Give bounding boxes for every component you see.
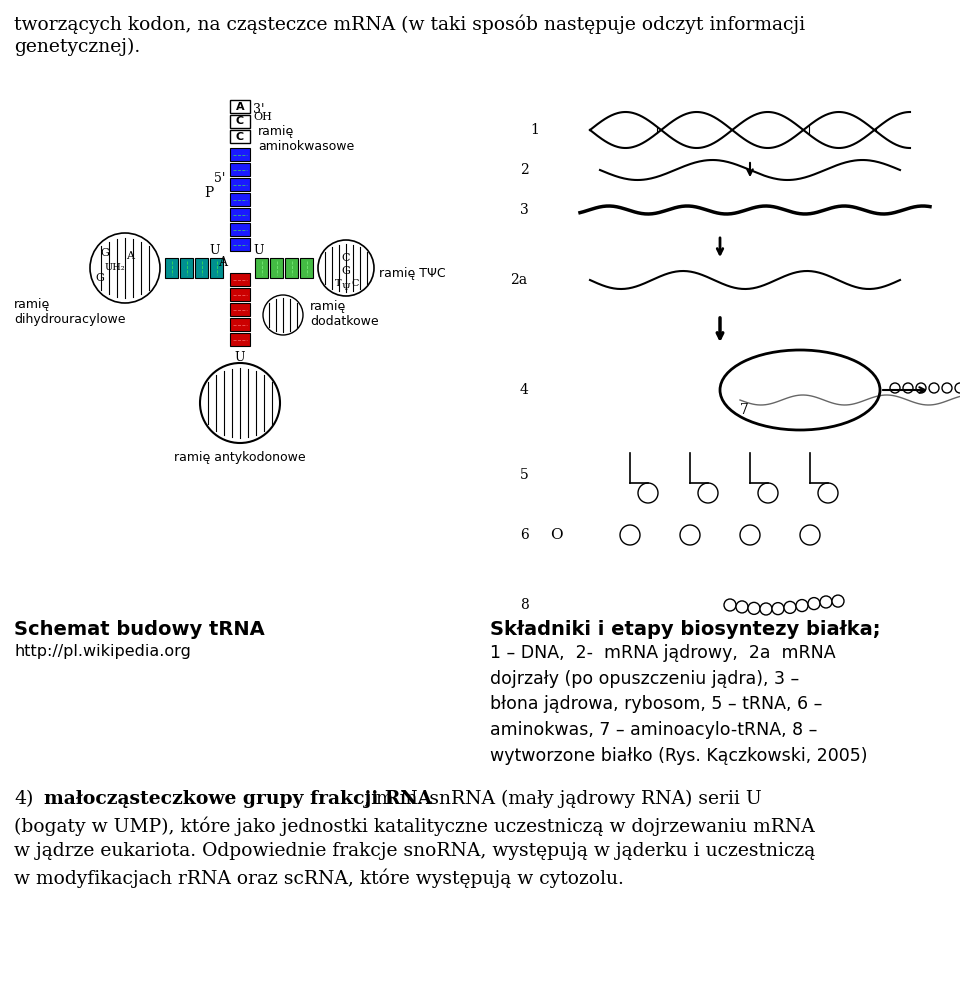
Circle shape (698, 483, 718, 503)
Circle shape (955, 383, 960, 393)
Circle shape (318, 240, 374, 296)
FancyBboxPatch shape (270, 258, 283, 278)
Circle shape (748, 602, 760, 614)
Circle shape (820, 596, 832, 608)
Circle shape (784, 601, 796, 613)
Circle shape (736, 601, 748, 613)
Ellipse shape (720, 350, 880, 430)
Text: 1 – DNA,  2-  mRNA jądrowy,  2a  mRNA
dojrzały (po opuszczeniu jądra), 3 –
błona: 1 – DNA, 2- mRNA jądrowy, 2a mRNA dojrza… (490, 644, 868, 765)
FancyBboxPatch shape (230, 238, 250, 251)
Text: w jądrze eukariota. Odpowiednie frakcje snoRNA, występują w jąderku i uczestnicz: w jądrze eukariota. Odpowiednie frakcje … (14, 842, 815, 860)
Text: A: A (218, 256, 227, 269)
FancyBboxPatch shape (230, 223, 250, 236)
Text: http://pl.wikipedia.org: http://pl.wikipedia.org (14, 644, 191, 659)
Circle shape (620, 525, 640, 545)
FancyBboxPatch shape (180, 258, 193, 278)
Circle shape (638, 483, 658, 503)
Circle shape (740, 525, 760, 545)
Text: 8: 8 (520, 598, 529, 612)
Text: ramię
dodatkowe: ramię dodatkowe (310, 300, 378, 328)
Circle shape (800, 525, 820, 545)
Text: UH₂: UH₂ (105, 264, 126, 273)
Text: T: T (335, 280, 342, 289)
FancyBboxPatch shape (285, 258, 298, 278)
FancyBboxPatch shape (230, 273, 250, 286)
FancyBboxPatch shape (230, 288, 250, 301)
FancyBboxPatch shape (230, 333, 250, 346)
FancyBboxPatch shape (255, 258, 268, 278)
Circle shape (760, 603, 772, 615)
Circle shape (832, 595, 844, 607)
Circle shape (680, 525, 700, 545)
Text: ramię antykodonowe: ramię antykodonowe (174, 451, 306, 464)
Text: G: G (342, 266, 350, 276)
Text: 5: 5 (520, 468, 529, 482)
Text: G: G (96, 273, 105, 283)
Text: C: C (236, 117, 244, 127)
Text: G: G (101, 248, 109, 258)
FancyBboxPatch shape (230, 208, 250, 221)
Text: C: C (342, 253, 350, 263)
Text: P: P (204, 186, 214, 200)
Circle shape (890, 383, 900, 393)
Text: ramię TΨC: ramię TΨC (379, 267, 445, 280)
Text: U: U (253, 244, 263, 257)
Circle shape (724, 599, 736, 611)
Text: Ψ: Ψ (342, 283, 350, 292)
Text: C: C (236, 132, 244, 142)
FancyBboxPatch shape (230, 193, 250, 206)
FancyBboxPatch shape (195, 258, 208, 278)
Circle shape (772, 602, 784, 614)
Circle shape (263, 295, 303, 335)
Text: 4: 4 (520, 383, 529, 397)
Circle shape (808, 597, 820, 609)
Text: Składniki i etapy biosyntezy białka;: Składniki i etapy biosyntezy białka; (490, 620, 880, 639)
Text: 3: 3 (520, 203, 529, 217)
FancyBboxPatch shape (230, 130, 250, 143)
Circle shape (758, 483, 778, 503)
Text: małocząsteczkowe grupy frakcji RNA: małocząsteczkowe grupy frakcji RNA (44, 790, 432, 808)
Circle shape (942, 383, 952, 393)
Text: 4): 4) (14, 790, 34, 808)
Circle shape (796, 599, 808, 611)
Text: 3': 3' (253, 103, 265, 116)
FancyBboxPatch shape (230, 303, 250, 316)
Text: A: A (126, 251, 134, 261)
Circle shape (90, 233, 160, 303)
Text: , m.in. snRNA (mały jądrowy RNA) serii U: , m.in. snRNA (mały jądrowy RNA) serii U (364, 790, 761, 808)
Text: 2a: 2a (510, 273, 527, 287)
Circle shape (916, 383, 926, 393)
Text: tworzących kodon, na cząsteczce mRNA (w taki sposób następuje odczyt informacji: tworzących kodon, na cząsteczce mRNA (w … (14, 14, 805, 34)
Text: genetycznej).: genetycznej). (14, 38, 140, 56)
Circle shape (929, 383, 939, 393)
Text: O: O (550, 528, 563, 542)
Text: 7: 7 (740, 403, 749, 417)
Text: w modyfikacjach rRNA oraz scRNA, które występują w cytozolu.: w modyfikacjach rRNA oraz scRNA, które w… (14, 868, 624, 887)
Circle shape (818, 483, 838, 503)
Text: 1: 1 (530, 123, 539, 137)
Text: 2: 2 (520, 163, 529, 177)
FancyBboxPatch shape (210, 258, 223, 278)
Text: 6: 6 (520, 528, 529, 542)
FancyBboxPatch shape (230, 100, 250, 113)
Text: ramię
aminokwasowe: ramię aminokwasowe (258, 125, 354, 153)
Text: U: U (209, 244, 220, 257)
Text: ramię
dihydrouracylowe: ramię dihydrouracylowe (14, 298, 126, 326)
FancyBboxPatch shape (230, 115, 250, 128)
Circle shape (200, 363, 280, 443)
FancyBboxPatch shape (230, 178, 250, 191)
FancyBboxPatch shape (230, 148, 250, 161)
FancyBboxPatch shape (230, 318, 250, 331)
Text: U: U (235, 351, 245, 364)
FancyBboxPatch shape (300, 258, 313, 278)
Text: (bogaty w UMP), które jako jednostki katalityczne uczestniczą w dojrzewaniu mRNA: (bogaty w UMP), które jako jednostki kat… (14, 816, 815, 835)
Text: OH: OH (253, 112, 272, 122)
Text: Schemat budowy tRNA: Schemat budowy tRNA (14, 620, 265, 639)
Text: C: C (351, 280, 359, 289)
Circle shape (903, 383, 913, 393)
FancyBboxPatch shape (230, 163, 250, 176)
Text: A: A (236, 102, 244, 112)
FancyBboxPatch shape (165, 258, 178, 278)
Text: 5': 5' (214, 172, 225, 185)
